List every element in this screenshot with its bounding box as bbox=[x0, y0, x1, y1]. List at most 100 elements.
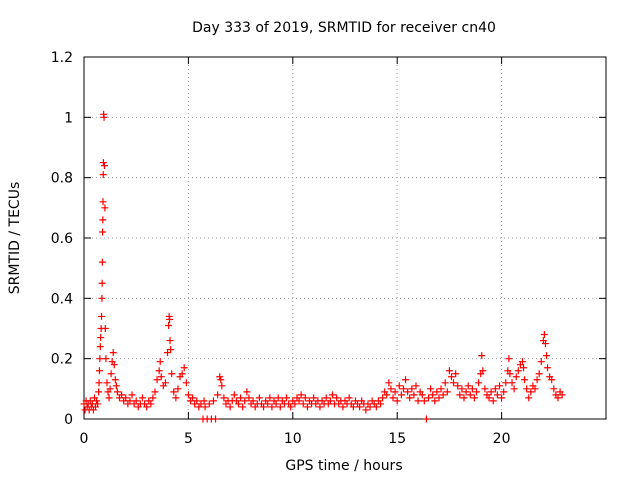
data-point bbox=[99, 228, 107, 236]
data-point bbox=[218, 382, 226, 390]
data-point bbox=[155, 367, 163, 375]
data-point bbox=[167, 346, 175, 354]
data-point bbox=[372, 403, 380, 411]
y-tick-label: 1 bbox=[64, 110, 73, 126]
data-point bbox=[214, 391, 222, 399]
data-point bbox=[541, 340, 549, 348]
data-point bbox=[101, 325, 109, 332]
data-point bbox=[103, 379, 111, 387]
x-tick-label: 15 bbox=[388, 431, 406, 447]
data-point bbox=[404, 388, 412, 396]
data-point bbox=[209, 397, 217, 405]
data-point bbox=[100, 113, 108, 121]
data-point bbox=[201, 403, 209, 411]
data-point bbox=[427, 385, 435, 393]
data-point bbox=[301, 394, 309, 402]
data-point bbox=[518, 358, 526, 366]
data-point bbox=[168, 370, 176, 378]
data-point bbox=[410, 391, 418, 399]
data-point bbox=[205, 400, 213, 408]
data-point bbox=[458, 385, 466, 393]
data-point bbox=[112, 382, 120, 390]
data-point bbox=[96, 343, 104, 351]
data-point bbox=[328, 391, 336, 399]
data-point bbox=[98, 258, 106, 266]
data-point bbox=[166, 315, 174, 323]
data-point bbox=[241, 397, 249, 405]
data-point bbox=[105, 394, 113, 402]
data-point bbox=[462, 388, 470, 396]
data-point bbox=[164, 349, 172, 357]
data-point bbox=[98, 294, 106, 302]
data-point bbox=[349, 403, 357, 411]
data-point bbox=[226, 403, 234, 411]
data-point bbox=[391, 388, 399, 396]
data-point bbox=[310, 394, 318, 402]
data-point bbox=[523, 385, 531, 393]
data-point bbox=[95, 388, 103, 396]
data-point bbox=[97, 334, 105, 342]
data-point bbox=[180, 364, 188, 372]
data-point bbox=[276, 403, 284, 411]
data-point bbox=[147, 400, 155, 408]
y-tick-label: 0.6 bbox=[51, 231, 73, 247]
data-point bbox=[102, 355, 110, 363]
data-point bbox=[118, 391, 126, 399]
data-point bbox=[138, 394, 146, 402]
y-axis-title: SRMTID / TECUs bbox=[7, 182, 23, 295]
data-points bbox=[80, 110, 566, 423]
data-point bbox=[132, 397, 140, 405]
data-point bbox=[153, 376, 161, 384]
data-point bbox=[454, 382, 462, 390]
data-point bbox=[339, 403, 347, 411]
y-tick-label: 0.8 bbox=[51, 171, 73, 187]
data-point bbox=[366, 403, 374, 411]
data-point bbox=[485, 394, 493, 402]
data-point bbox=[489, 397, 497, 405]
x-tick-label: 20 bbox=[493, 431, 511, 447]
data-point bbox=[165, 321, 173, 329]
data-point bbox=[496, 382, 504, 390]
data-point bbox=[109, 349, 117, 357]
y-tick-label: 0.4 bbox=[51, 291, 73, 307]
data-point bbox=[387, 385, 395, 393]
data-point bbox=[514, 367, 522, 375]
data-point bbox=[149, 394, 157, 402]
data-point bbox=[122, 394, 130, 402]
data-point bbox=[422, 415, 430, 423]
data-point bbox=[376, 400, 384, 408]
data-point bbox=[544, 364, 552, 372]
data-point bbox=[322, 394, 330, 402]
data-point bbox=[100, 162, 108, 170]
data-point bbox=[540, 331, 548, 339]
data-point bbox=[379, 394, 387, 402]
data-point bbox=[460, 394, 468, 402]
data-point bbox=[295, 397, 303, 405]
data-point bbox=[418, 391, 426, 399]
data-point bbox=[235, 400, 243, 408]
data-point bbox=[99, 171, 107, 179]
data-point bbox=[550, 385, 558, 393]
data-point bbox=[161, 379, 169, 387]
data-point bbox=[470, 394, 478, 402]
axis-ticks: 0 5 10 15 20 0 0.2 0.4 0.6 0.8 1 1.2 bbox=[51, 50, 606, 447]
data-point bbox=[291, 400, 299, 408]
data-point bbox=[239, 403, 247, 411]
data-point bbox=[345, 394, 353, 402]
gridlines bbox=[84, 57, 606, 419]
data-point bbox=[450, 379, 458, 387]
data-point bbox=[431, 397, 439, 405]
data-point bbox=[558, 391, 566, 399]
data-point bbox=[230, 391, 238, 399]
data-point bbox=[107, 370, 115, 378]
data-point bbox=[479, 367, 487, 375]
data-point bbox=[200, 397, 208, 405]
data-point bbox=[425, 394, 433, 402]
data-point bbox=[441, 379, 449, 387]
data-point bbox=[502, 379, 510, 387]
data-point bbox=[182, 379, 190, 387]
data-point bbox=[533, 376, 541, 384]
data-point bbox=[456, 391, 464, 399]
data-point bbox=[245, 394, 253, 402]
x-axis-title: GPS time / hours bbox=[285, 458, 402, 474]
